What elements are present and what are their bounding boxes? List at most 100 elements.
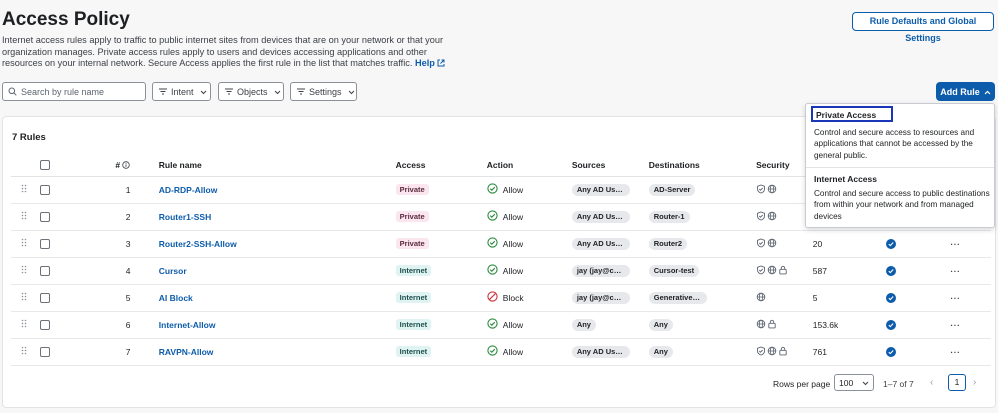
rule-name-link[interactable]: RAVPN-Allow [158, 346, 214, 357]
drag-handle-icon[interactable] [21, 265, 27, 276]
source-pill: jay (jay@csa... [571, 291, 630, 304]
source-pill: Any [571, 318, 596, 331]
table-row[interactable]: 6 Internet-Allow Internet Allow Any Any 153.6k… [11, 311, 991, 339]
allow-icon [487, 345, 498, 358]
filter-settings-label: Settings [309, 86, 342, 97]
hit-count: 20 [812, 230, 886, 258]
drag-handle-icon[interactable] [21, 346, 27, 357]
search-icon [8, 83, 17, 101]
enabled-check-icon [885, 292, 896, 303]
row-checkbox[interactable] [40, 184, 51, 195]
more-actions-icon[interactable]: ··· [950, 238, 961, 249]
source-pill: Any AD Users [571, 183, 630, 196]
rule-name-link[interactable]: AD-RDP-Allow [158, 184, 218, 195]
access-tag: Internet [395, 265, 432, 276]
chevron-down-icon [348, 87, 355, 97]
table-row[interactable]: 3 Router2-SSH-Allow Private Allow Any AD Use… [11, 230, 991, 258]
add-rule-button[interactable]: Add Rule [936, 82, 995, 101]
next-page-button[interactable]: › [973, 377, 977, 388]
more-actions-icon[interactable]: ··· [950, 319, 961, 330]
rule-number: 2 [87, 203, 131, 231]
filter-settings[interactable]: Settings [290, 82, 357, 101]
destination-pill: Any [648, 345, 673, 358]
col-action[interactable]: Action [486, 154, 572, 177]
action-label: Allow [502, 346, 524, 357]
hit-count: 761 [812, 338, 886, 366]
filter-icon [159, 87, 167, 97]
shield-icon [756, 265, 766, 277]
rule-name-link[interactable]: Router2-SSH-Allow [158, 238, 237, 249]
col-num[interactable]: # [87, 154, 131, 177]
source-pill: jay (jay@csa... [571, 264, 630, 277]
rule-number: 5 [87, 284, 131, 312]
security-icons [756, 346, 788, 358]
security-icons [756, 211, 777, 223]
access-tag: Private [395, 211, 429, 222]
drag-handle-icon[interactable] [21, 238, 27, 249]
access-tag: Internet [395, 346, 432, 357]
table-row[interactable]: 4 Cursor Internet Allow jay (jay@csa... Curso… [11, 257, 991, 285]
drag-handle-icon[interactable] [21, 319, 27, 330]
col-security[interactable]: Security [756, 154, 813, 177]
drag-handle-icon[interactable] [21, 184, 27, 195]
globe-icon [756, 319, 766, 331]
rows-per-page-select[interactable]: 100 [834, 374, 874, 391]
rules-count: 7 Rules [12, 132, 46, 143]
search-input[interactable] [21, 86, 139, 97]
search-box[interactable] [2, 82, 146, 101]
action-label: Block [502, 292, 524, 303]
prev-page-button[interactable]: ‹ [930, 377, 934, 388]
col-access[interactable]: Access [395, 154, 487, 177]
shield-icon [756, 211, 766, 223]
enabled-check-icon [885, 265, 896, 276]
rule-name-link[interactable]: Internet-Allow [158, 319, 216, 330]
security-icons [756, 265, 788, 277]
action-label: Allow [502, 319, 524, 330]
access-tag: Private [395, 238, 429, 249]
rules-table: # Rule name Access Action Sources Destin… [11, 154, 991, 366]
rule-number: 6 [87, 311, 131, 339]
row-checkbox[interactable] [40, 319, 51, 330]
col-sources[interactable]: Sources [571, 154, 649, 177]
row-checkbox[interactable] [40, 346, 51, 357]
page-title: Access Policy [2, 9, 130, 30]
destination-pill: Router-1 [648, 210, 690, 223]
filter-objects[interactable]: Objects [218, 82, 284, 101]
menu-item-private-access[interactable]: Private Access [811, 106, 893, 122]
access-tag: Internet [395, 319, 432, 330]
current-page-button[interactable]: 1 [948, 374, 966, 391]
menu-item-internet-access[interactable]: Internet Access [814, 174, 877, 184]
more-actions-icon[interactable]: ··· [950, 265, 961, 276]
col-rule-name[interactable]: Rule name [158, 154, 396, 177]
filter-intent[interactable]: Intent [152, 82, 211, 101]
row-checkbox[interactable] [40, 238, 51, 249]
hit-count: 153.6k [812, 311, 886, 339]
drag-handle-icon[interactable] [21, 211, 27, 222]
more-actions-icon[interactable]: ··· [950, 292, 961, 303]
drag-handle-icon[interactable] [21, 292, 27, 303]
page-description: Internet access rules apply to traffic t… [2, 35, 454, 71]
shield-icon [756, 238, 766, 250]
rule-name-link[interactable]: Router1-SSH [158, 211, 212, 222]
col-destinations[interactable]: Destinations [648, 154, 757, 177]
rule-defaults-button[interactable]: Rule Defaults and Global Settings [852, 12, 994, 43]
menu-item-private-access-desc: Control and secure access to resources a… [814, 128, 975, 160]
help-link[interactable]: Help [415, 58, 445, 68]
shield-icon [756, 184, 766, 196]
table-row[interactable]: 7 RAVPN-Allow Internet Allow Any AD Users Any… [11, 338, 991, 366]
allow-icon [487, 237, 498, 250]
allow-icon [487, 318, 498, 331]
row-checkbox[interactable] [40, 265, 51, 276]
rule-name-link[interactable]: AI Block [158, 292, 193, 303]
globe-icon [767, 265, 777, 277]
pagination-range: 1–7 of 7 [883, 379, 914, 389]
more-actions-icon[interactable]: ··· [950, 346, 961, 357]
destination-pill: Any [648, 318, 673, 331]
row-checkbox[interactable] [40, 211, 51, 222]
table-row[interactable]: 5 AI Block Internet Block jay (jay@csa... Gen… [11, 284, 991, 312]
rule-name-link[interactable]: Cursor [158, 265, 187, 276]
row-checkbox[interactable] [40, 292, 51, 303]
select-all-checkbox[interactable] [40, 160, 51, 171]
globe-icon [767, 346, 777, 358]
menu-divider [806, 167, 994, 168]
